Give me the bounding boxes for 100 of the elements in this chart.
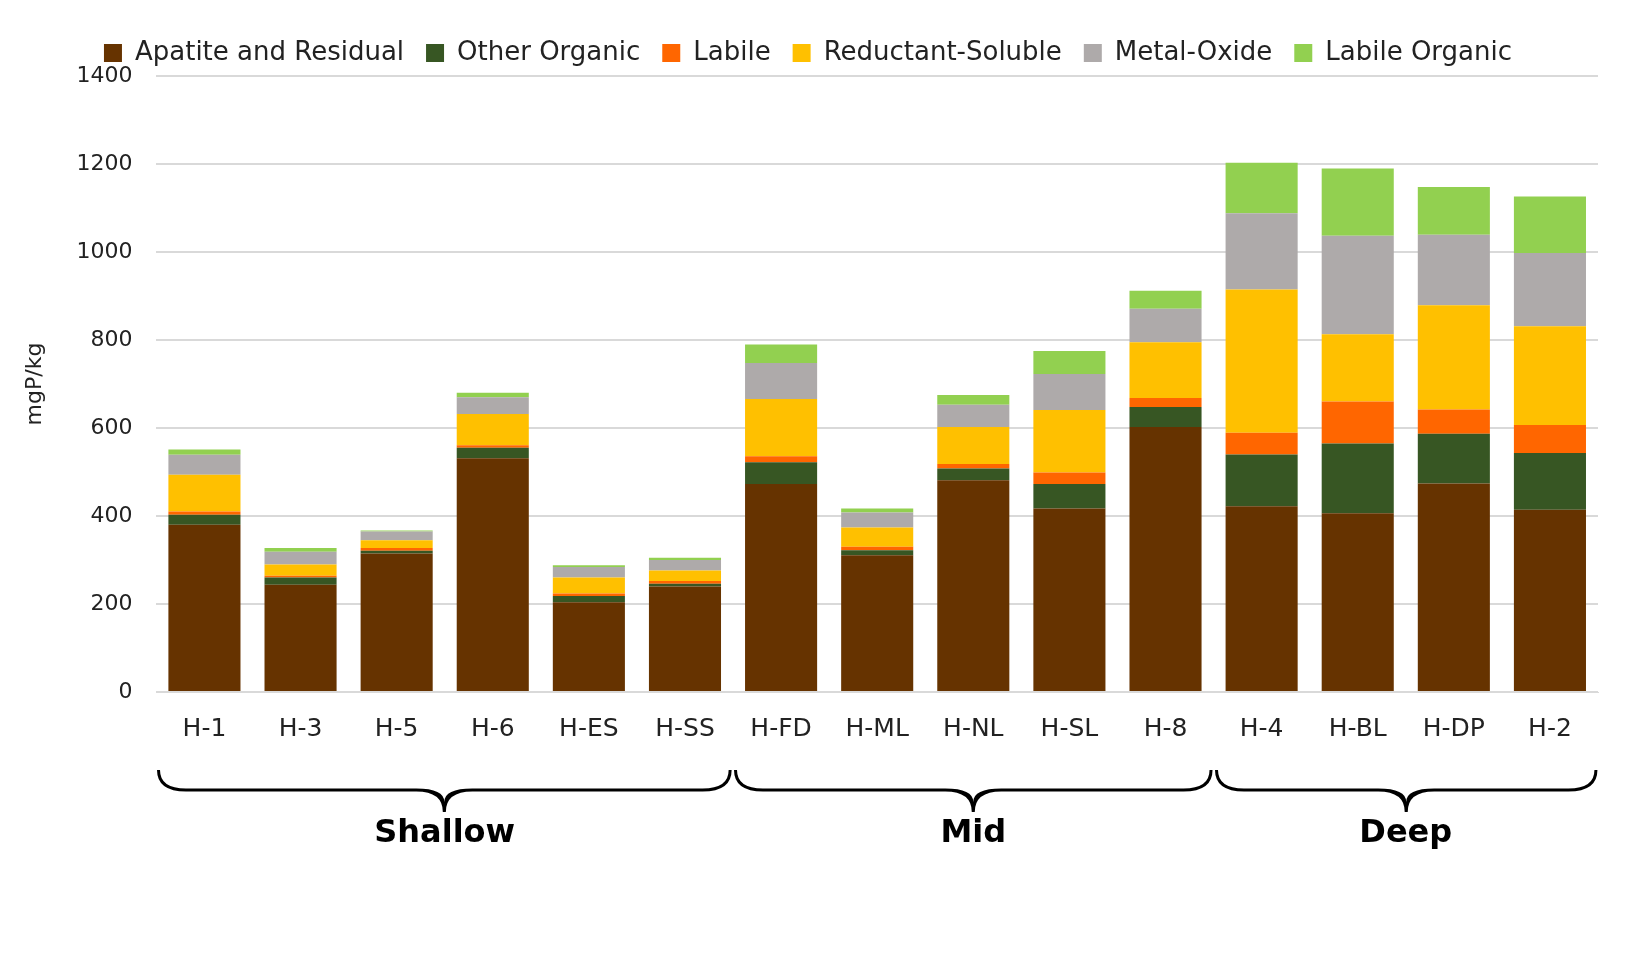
bar <box>1513 453 1586 510</box>
bar <box>168 511 241 515</box>
bar <box>1417 305 1490 410</box>
bar <box>1321 334 1394 402</box>
x-tick-label: H-NL <box>943 712 1004 742</box>
x-tick-label: H-SS <box>655 712 715 742</box>
bar <box>1417 234 1490 306</box>
bar <box>1225 289 1298 433</box>
bar <box>1321 235 1394 335</box>
bar <box>1129 308 1202 343</box>
bar <box>648 586 722 691</box>
bar <box>745 462 818 484</box>
bar <box>841 550 914 556</box>
bar <box>1033 472 1106 484</box>
bar <box>648 570 722 582</box>
legend-label: Apatite and Residual <box>134 35 405 66</box>
bar <box>264 548 337 552</box>
bar <box>745 362 818 399</box>
bar <box>745 456 818 463</box>
y-tick-label: 400 <box>90 501 133 527</box>
bar <box>264 564 337 576</box>
bar <box>1225 454 1298 507</box>
x-tick-label: H-4 <box>1239 712 1284 742</box>
bar <box>1225 213 1298 290</box>
y-tick-label: 600 <box>90 413 133 439</box>
bar <box>552 577 625 594</box>
legend-label: Other Organic <box>457 35 641 66</box>
x-tick-label: H-1 <box>182 712 227 742</box>
bar <box>168 454 241 475</box>
legend-label: Metal-Oxide <box>1114 35 1273 66</box>
bar <box>937 464 1010 469</box>
bar <box>1033 351 1106 374</box>
bar <box>552 593 625 597</box>
y-tick-label: 0 <box>118 677 133 703</box>
y-tick-label: 1000 <box>76 237 133 263</box>
bar <box>456 413 529 446</box>
x-tick-label: H-FD <box>750 712 812 742</box>
bar <box>841 555 914 691</box>
x-tick-label: H-5 <box>374 712 419 742</box>
bar <box>168 514 241 525</box>
bar <box>1417 409 1490 434</box>
bar <box>648 560 722 571</box>
text: Shallow <box>373 812 517 850</box>
bar <box>264 551 337 565</box>
bar <box>841 512 914 528</box>
x-tick-label: H-BL <box>1328 712 1387 742</box>
bar <box>841 527 914 547</box>
bar <box>1417 186 1490 235</box>
bar <box>456 397 529 414</box>
legend-label: Labile <box>693 35 771 66</box>
text: Mid <box>939 812 1008 850</box>
bar <box>1225 162 1298 214</box>
bar <box>937 404 1010 428</box>
bar <box>456 392 529 398</box>
bar <box>552 602 625 691</box>
y-tick-label: 1400 <box>76 61 133 87</box>
text: Deep <box>1358 812 1454 850</box>
bar <box>360 531 433 541</box>
bar <box>937 468 1010 481</box>
y-tick-label: 200 <box>90 589 133 615</box>
bar <box>1225 432 1298 455</box>
legend-label: Labile Organic <box>1325 35 1513 66</box>
bar <box>1513 509 1586 691</box>
bar <box>937 395 1010 405</box>
y-tick-label: 1200 <box>76 149 133 175</box>
bar <box>552 567 625 578</box>
bar <box>1129 398 1202 407</box>
bar <box>168 524 241 691</box>
x-tick-label: H-6 <box>470 712 515 742</box>
bar <box>1513 252 1586 327</box>
bar <box>745 483 818 691</box>
bar <box>1033 409 1106 473</box>
bar <box>1513 424 1586 454</box>
bar <box>360 553 433 691</box>
x-tick-label: H-SL <box>1040 712 1099 742</box>
bar <box>456 447 529 459</box>
bar <box>1513 196 1586 253</box>
bar <box>456 445 529 448</box>
bar <box>1321 443 1394 514</box>
bar <box>456 458 529 691</box>
bar <box>1321 513 1394 691</box>
bar <box>264 577 337 585</box>
bar <box>264 584 337 691</box>
bar <box>1129 342 1202 399</box>
y-axis-title: mgP/kg <box>20 342 46 426</box>
bar <box>1033 373 1106 410</box>
bar <box>937 427 1010 465</box>
bar <box>1321 168 1394 236</box>
x-tick-label: H-8 <box>1143 712 1188 742</box>
bar <box>745 398 818 457</box>
bar <box>1513 326 1586 425</box>
x-tick-label: H-ML <box>845 712 909 742</box>
legend-label: Reductant-Soluble <box>823 35 1062 66</box>
bar <box>1321 401 1394 444</box>
x-tick-label: H-DP <box>1422 712 1485 742</box>
bar <box>1417 433 1490 484</box>
x-tick-label: H-2 <box>1528 712 1572 742</box>
bar <box>360 540 433 549</box>
bar <box>648 557 722 560</box>
y-tick-label: 800 <box>90 325 133 351</box>
